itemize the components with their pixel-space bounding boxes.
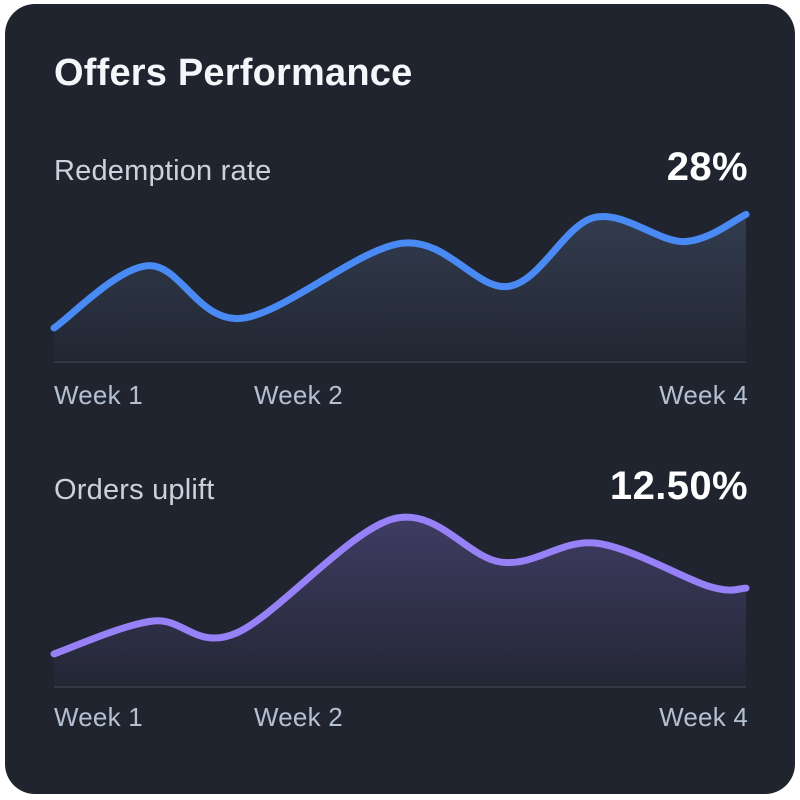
metric-value: 28% <box>666 144 748 189</box>
metric-value: 12.50% <box>609 463 748 508</box>
x-tick-label: Week 4 <box>659 379 748 410</box>
orders-uplift-section: Orders uplift 12.50% Week 1 Week 2 Week … <box>50 464 750 732</box>
x-tick-label: Week 2 <box>254 701 343 732</box>
offers-performance-card: Offers Performance Redemption rate 28% W… <box>5 4 795 794</box>
trend-line <box>50 513 750 657</box>
x-tick-label: Week 2 <box>254 379 343 410</box>
area-fill <box>54 516 746 685</box>
x-axis-labels: Week 1 Week 2 Week 4 <box>54 378 748 410</box>
x-axis-labels: Week 1 Week 2 Week 4 <box>54 700 748 732</box>
x-tick-label: Week 1 <box>54 379 143 410</box>
metric-row: Orders uplift 12.50% <box>54 464 748 509</box>
orders-uplift-chart <box>50 513 750 688</box>
metric-row: Redemption rate 28% <box>54 145 748 190</box>
metric-label: Orders uplift <box>54 473 215 506</box>
redemption-rate-chart <box>50 210 750 363</box>
x-tick-label: Week 4 <box>659 701 748 732</box>
area-fill <box>54 213 746 360</box>
x-tick-label: Week 1 <box>54 701 143 732</box>
card-title: Offers Performance <box>54 52 413 94</box>
metric-label: Redemption rate <box>54 154 272 187</box>
trend-line <box>50 210 750 331</box>
redemption-rate-section: Redemption rate 28% Week 1 Week 2 Week 4 <box>50 145 750 410</box>
